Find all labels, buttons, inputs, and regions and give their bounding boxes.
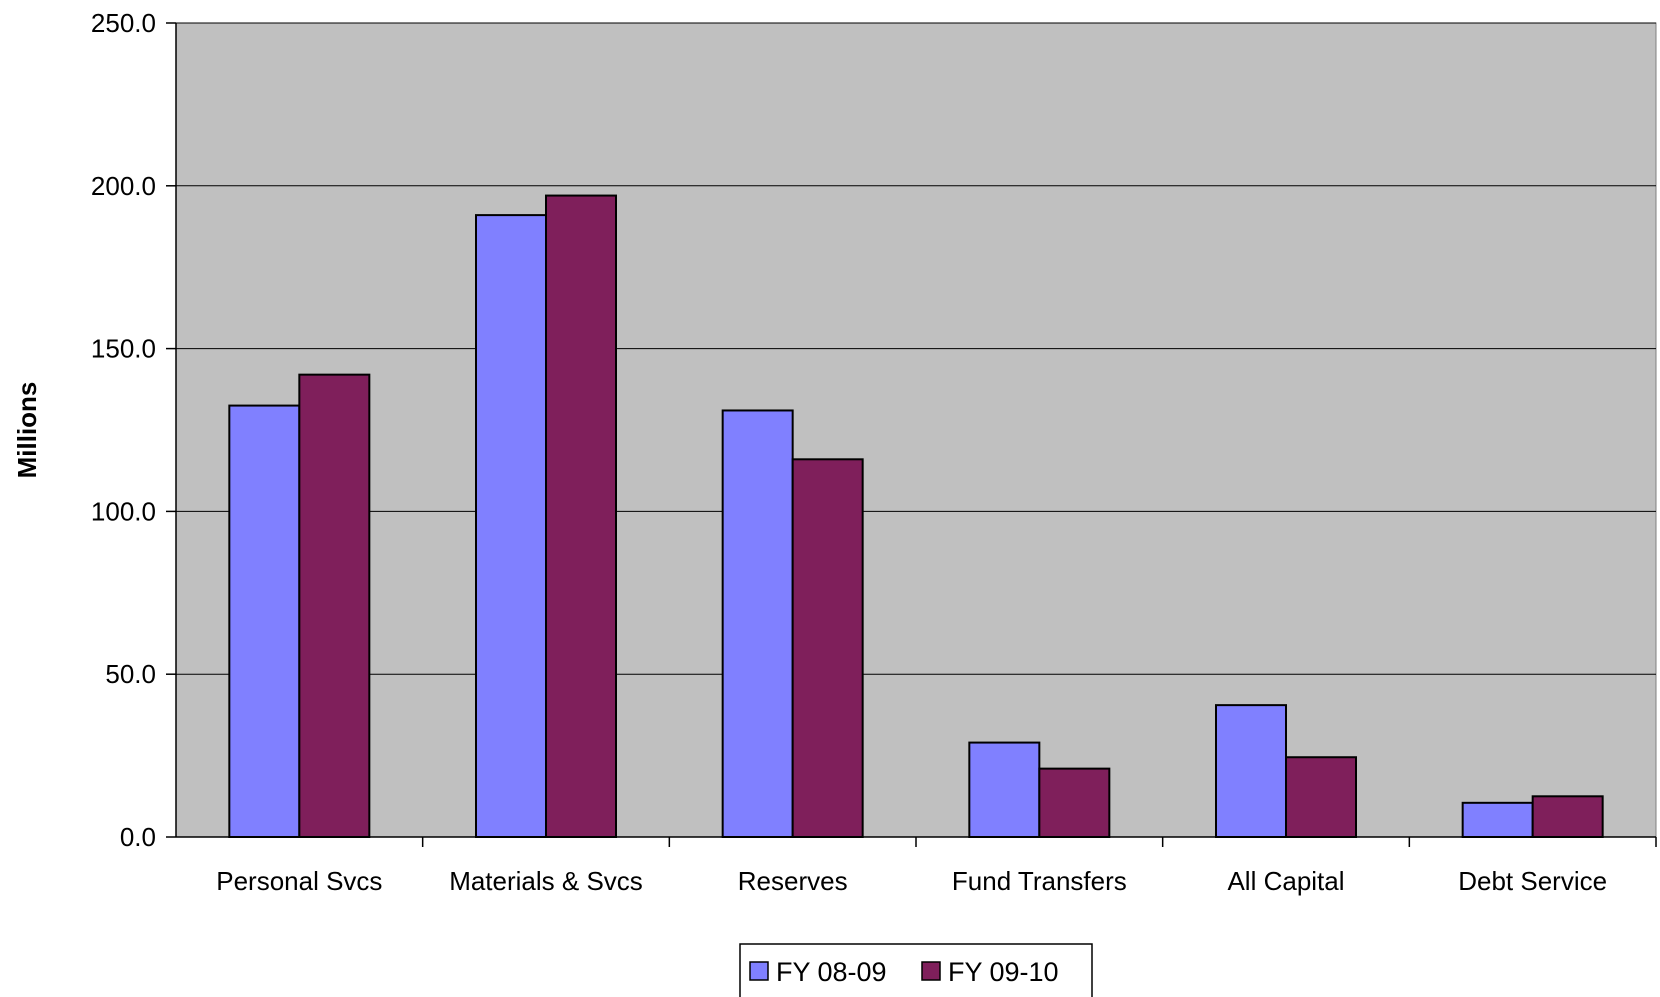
- axes: [166, 22, 1657, 847]
- y-tick-label: 150.0: [91, 334, 156, 364]
- bar-fy-09-10-5: [1531, 795, 1604, 838]
- bar-fy-09-10-2: [791, 458, 864, 838]
- y-tick-label: 250.0: [91, 8, 156, 38]
- legend-label: FY 09-10: [948, 957, 1059, 987]
- bar-fy-08-09-0: [228, 404, 301, 838]
- legend-label: FY 08-09: [776, 957, 887, 987]
- x-tick-label: Debt Service: [1458, 866, 1607, 896]
- gridlines: [176, 22, 1656, 675]
- bars: [228, 194, 1604, 839]
- bar-fy-09-10-1: [545, 194, 617, 838]
- bar-fy-09-10-4: [1285, 756, 1357, 839]
- y-tick-label: 0.0: [120, 822, 156, 852]
- bar-fy-08-09-5: [1461, 801, 1534, 839]
- bar-fy-09-10-3: [1038, 767, 1111, 839]
- bar-fy-09-10-0: [298, 373, 371, 838]
- x-tick-label: Fund Transfers: [952, 866, 1127, 896]
- x-tick-label: Reserves: [738, 866, 848, 896]
- plot-area: [175, 22, 1657, 838]
- legend-swatch: [749, 961, 769, 981]
- y-tick-label: 100.0: [91, 496, 156, 526]
- x-tick-labels: Personal Svcs Materials & Svcs Reserves Fun…: [216, 866, 1607, 896]
- x-tick-label: All Capital: [1227, 866, 1344, 896]
- legend: FY 08-09 FY 09-10: [739, 943, 1093, 997]
- bar-fy-08-09-2: [721, 409, 794, 838]
- bar-fy-08-09-3: [968, 741, 1041, 838]
- y-tick-labels: 0.0 50.0 100.0 150.0 200.0 250.0: [91, 8, 156, 852]
- y-tick-label: 200.0: [91, 171, 156, 201]
- x-tick-label: Personal Svcs: [216, 866, 382, 896]
- y-tick-label: 50.0: [105, 659, 156, 689]
- bar-fy-08-09-1: [475, 214, 547, 838]
- x-tick-label: Materials & Svcs: [449, 866, 643, 896]
- legend-box: [739, 943, 1093, 997]
- bar-fy-08-09-4: [1215, 704, 1287, 839]
- y-axis-label: Millions: [12, 382, 42, 479]
- legend-swatch: [921, 961, 941, 981]
